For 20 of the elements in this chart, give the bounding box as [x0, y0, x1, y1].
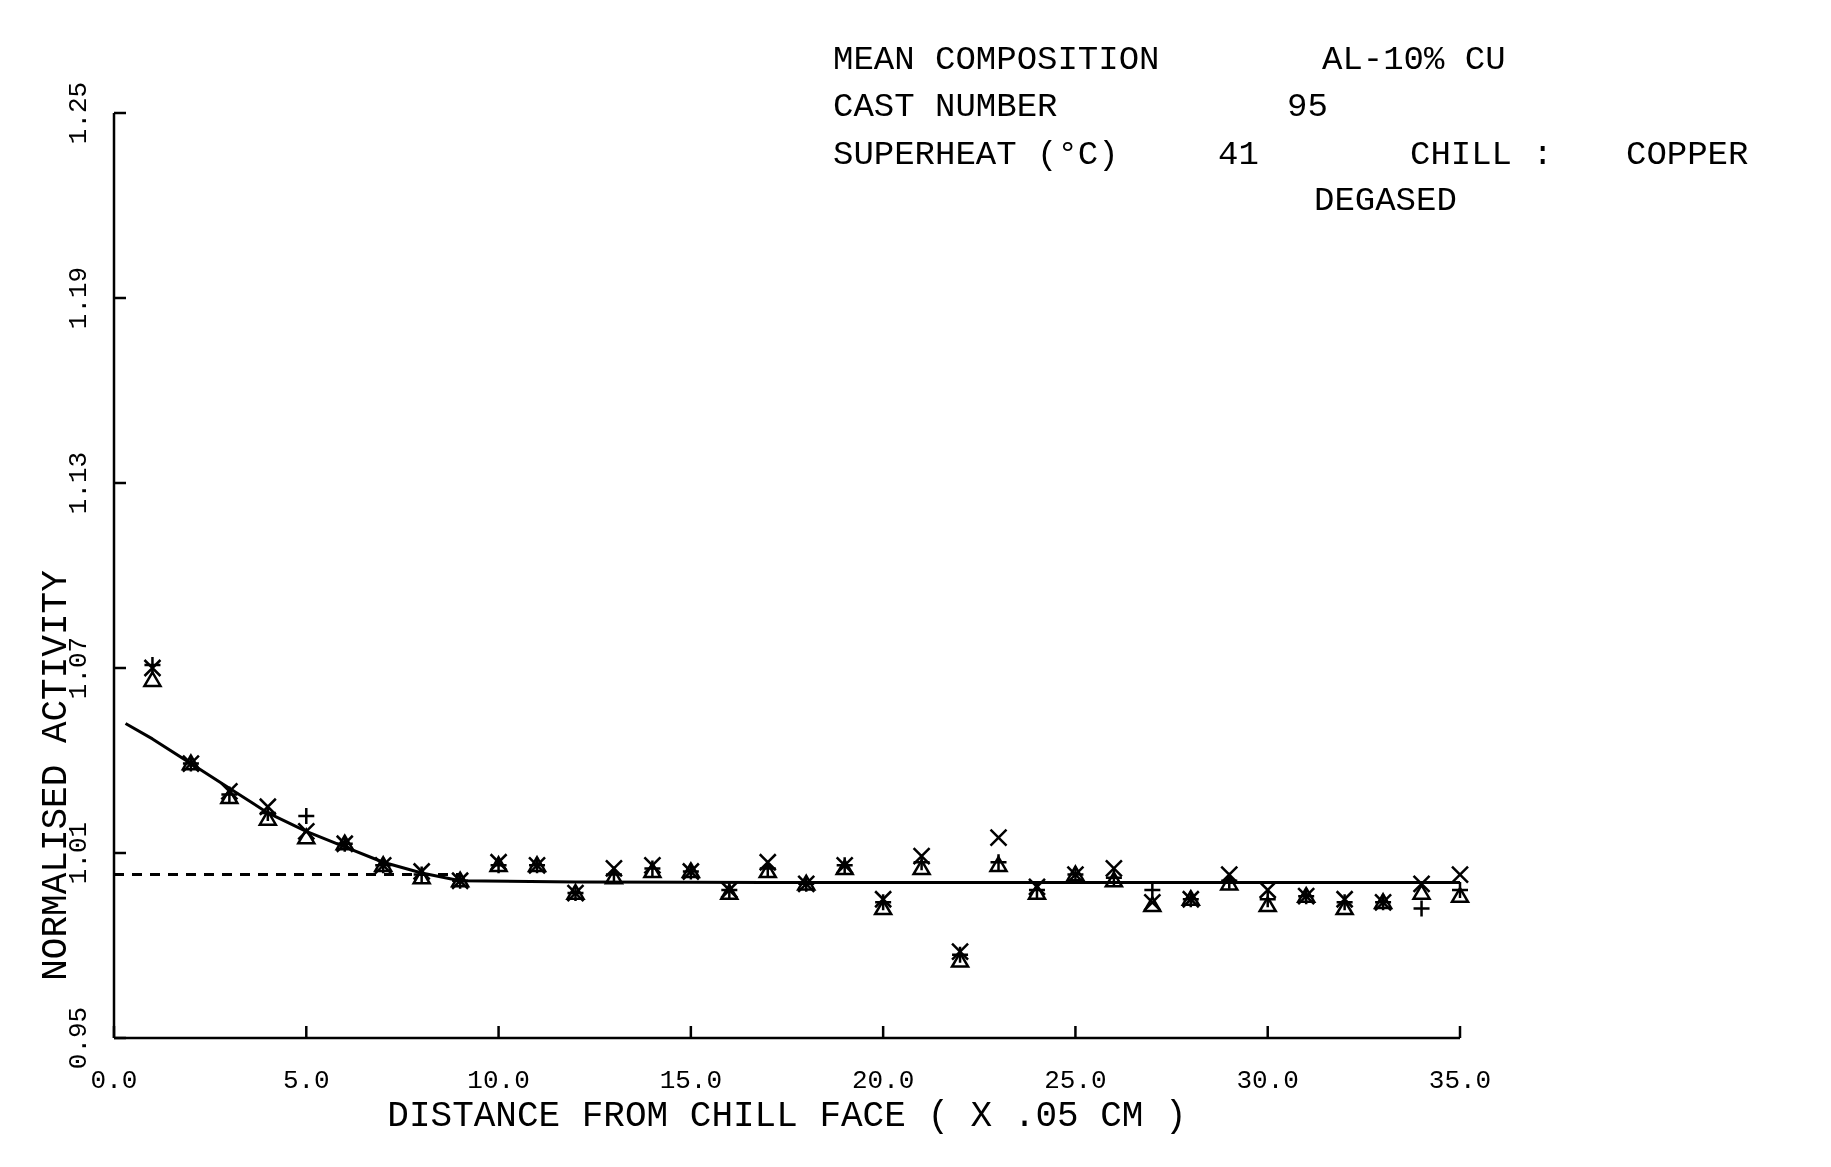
annotation: 41 — [1218, 136, 1259, 174]
annotation: 95 — [1287, 88, 1328, 126]
text: MEAN COMPOSITION — [833, 41, 1160, 79]
y-tick-label: 1.19 — [64, 266, 94, 330]
annotation: CAST NUMBER — [833, 88, 1058, 126]
x-tick-label: 10.0 — [467, 1066, 530, 1096]
text: COPPER — [1626, 136, 1749, 174]
x-tick-label: 20.0 — [851, 1066, 915, 1096]
x-tick-label: 35.0 — [1428, 1066, 1492, 1096]
y-tick-label: 1.25 — [64, 81, 94, 145]
x-tick-label: 5.0 — [282, 1066, 330, 1096]
annotation: CHILL : — [1410, 136, 1553, 174]
annotation: DEGASED — [1314, 182, 1457, 220]
x-axis-title: DISTANCE FROM CHILL FACE ( X .05 CM ) — [387, 1096, 1187, 1137]
x-tick-label: 25.0 — [1044, 1066, 1107, 1096]
x-tick-label: 30.0 — [1236, 1066, 1299, 1096]
y-tick-label: 1.13 — [64, 451, 94, 515]
annotation: SUPERHEAT (°C) — [833, 136, 1119, 174]
x-tick-label: 15.0 — [659, 1066, 723, 1096]
text: AL-10% CU — [1322, 41, 1506, 79]
